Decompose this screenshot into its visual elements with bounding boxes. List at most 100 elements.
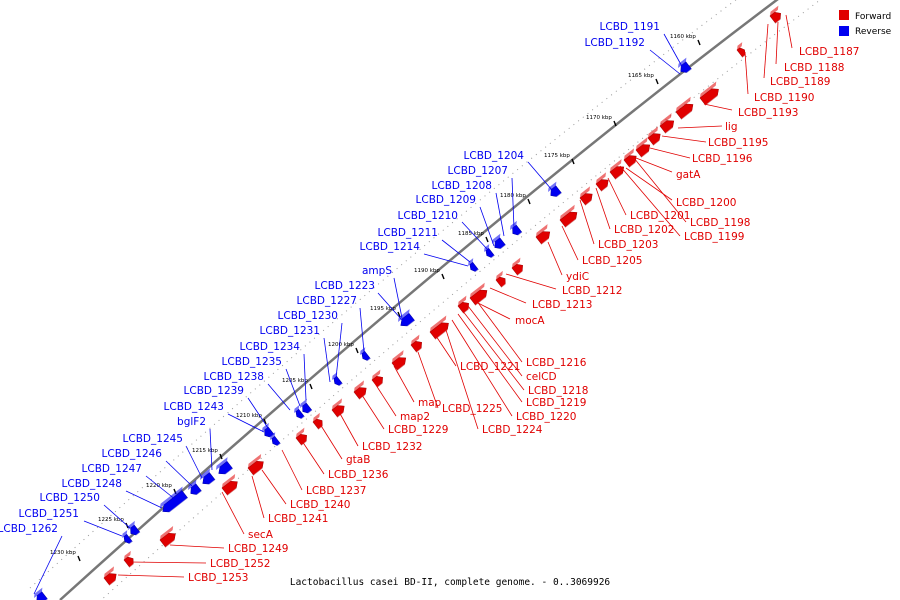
reverse-gene-label[interactable]: LCBD_1230 xyxy=(278,310,338,322)
reverse-gene[interactable] xyxy=(396,309,417,330)
reverse-gene-label[interactable]: LCBD_1214 xyxy=(360,241,421,253)
forward-gene[interactable] xyxy=(494,270,510,288)
forward-gene-label[interactable]: LCBD_1252 xyxy=(210,558,270,570)
forward-gene[interactable] xyxy=(390,350,411,371)
forward-gene[interactable] xyxy=(622,148,641,168)
reverse-gene-label[interactable]: LCBD_1234 xyxy=(240,341,301,353)
forward-gene-label[interactable]: LCBD_1253 xyxy=(188,572,248,584)
reverse-gene-label[interactable]: LCBD_1262 xyxy=(0,523,58,535)
forward-gene[interactable] xyxy=(428,315,454,340)
reverse-gene-label[interactable]: LCBD_1210 xyxy=(398,210,458,222)
forward-gene-label[interactable]: LCBD_1195 xyxy=(708,137,768,149)
reverse-gene-label[interactable]: LCBD_1246 xyxy=(102,448,163,460)
reverse-gene-label[interactable]: LCBD_1239 xyxy=(184,385,244,397)
forward-gene-label[interactable]: LCBD_1249 xyxy=(228,543,288,555)
forward-gene[interactable] xyxy=(102,566,121,586)
reverse-gene-label[interactable]: LCBD_1243 xyxy=(164,401,224,413)
forward-gene[interactable] xyxy=(558,204,582,228)
forward-gene-label[interactable]: LCBD_1190 xyxy=(754,92,814,104)
forward-gene-label[interactable]: secA xyxy=(248,529,274,541)
reverse-gene[interactable] xyxy=(508,220,524,238)
forward-gene[interactable] xyxy=(578,186,597,206)
reverse-gene[interactable] xyxy=(546,181,564,200)
forward-gene-label[interactable]: LCBD_1237 xyxy=(306,485,366,497)
reverse-gene[interactable] xyxy=(330,372,344,388)
forward-gene[interactable] xyxy=(409,334,427,353)
reverse-gene-label[interactable]: LCBD_1223 xyxy=(315,280,375,292)
reverse-gene-label[interactable]: LCBD_1251 xyxy=(19,508,79,520)
forward-gene-label[interactable]: map xyxy=(418,397,442,409)
forward-gene-label[interactable]: LCBD_1198 xyxy=(690,217,750,229)
forward-gene-label[interactable]: LCBD_1200 xyxy=(676,197,736,209)
forward-gene-label[interactable]: LCBD_1202 xyxy=(614,224,674,236)
forward-gene-label[interactable]: LCBD_1224 xyxy=(482,424,543,436)
forward-gene-label[interactable]: LCBD_1193 xyxy=(738,107,798,119)
forward-gene-label[interactable]: LCBD_1232 xyxy=(362,441,422,453)
reverse-gene[interactable] xyxy=(482,244,496,260)
forward-gene-label[interactable]: LCBD_1216 xyxy=(526,357,587,369)
reverse-gene-label[interactable]: LCBD_1207 xyxy=(448,165,508,177)
reverse-gene[interactable] xyxy=(214,457,235,478)
reverse-gene-label[interactable]: LCBD_1227 xyxy=(297,295,357,307)
forward-gene-label[interactable]: LCBD_1236 xyxy=(328,469,389,481)
forward-gene-label[interactable]: LCBD_1241 xyxy=(268,513,328,525)
forward-gene[interactable] xyxy=(330,398,349,418)
reverse-gene[interactable] xyxy=(32,587,50,600)
forward-gene[interactable] xyxy=(658,113,679,134)
reverse-gene-label[interactable]: LCBD_1235 xyxy=(222,356,282,368)
forward-gene-label[interactable]: LCBD_1213 xyxy=(532,299,592,311)
reverse-gene[interactable] xyxy=(358,347,372,363)
forward-gene[interactable] xyxy=(534,224,555,245)
forward-gene-label[interactable]: LCBD_1218 xyxy=(528,385,588,397)
reverse-gene-label[interactable]: LCBD_1191 xyxy=(600,21,660,33)
forward-gene-label[interactable]: LCBD_1199 xyxy=(684,231,744,243)
reverse-gene[interactable] xyxy=(186,479,204,498)
reverse-gene-label[interactable]: LCBD_1231 xyxy=(260,325,320,337)
reverse-gene[interactable] xyxy=(466,258,480,274)
forward-gene-label[interactable]: LCBD_1221 xyxy=(460,361,520,373)
forward-gene-label[interactable]: map2 xyxy=(400,411,430,423)
reverse-gene-label[interactable]: LCBD_1250 xyxy=(40,492,100,504)
forward-gene[interactable] xyxy=(698,81,724,106)
reverse-gene[interactable] xyxy=(198,468,217,488)
reverse-gene-label[interactable]: LCBD_1208 xyxy=(432,180,492,192)
forward-gene[interactable] xyxy=(646,126,665,146)
reverse-gene-label[interactable]: LCBD_1204 xyxy=(464,150,525,162)
forward-gene-label[interactable]: mocA xyxy=(515,315,545,327)
forward-gene-label[interactable]: LCBD_1240 xyxy=(290,499,350,511)
reverse-gene-label[interactable]: LCBD_1247 xyxy=(82,463,142,475)
forward-gene-label[interactable]: LCBD_1219 xyxy=(526,397,586,409)
reverse-gene-label[interactable]: LCBD_1238 xyxy=(204,371,264,383)
forward-gene[interactable] xyxy=(594,172,613,192)
forward-gene-label[interactable]: LCBD_1203 xyxy=(598,239,658,251)
forward-gene-label[interactable]: LCBD_1212 xyxy=(562,285,622,297)
forward-gene-label[interactable]: LCBD_1205 xyxy=(582,255,642,267)
reverse-gene[interactable] xyxy=(268,432,282,448)
forward-gene-label[interactable]: LCBD_1188 xyxy=(784,62,844,74)
forward-gene-label[interactable]: lig xyxy=(725,121,738,133)
reverse-gene-label[interactable]: LCBD_1192 xyxy=(585,37,645,49)
forward-gene[interactable] xyxy=(220,473,242,496)
forward-gene[interactable] xyxy=(634,137,655,158)
reverse-gene[interactable] xyxy=(298,398,314,416)
forward-gene-label[interactable]: ydiC xyxy=(566,271,589,283)
forward-gene-label[interactable]: LCBD_1201 xyxy=(630,210,690,222)
reverse-gene-label[interactable]: LCBD_1211 xyxy=(378,227,438,239)
forward-gene[interactable] xyxy=(468,282,492,306)
forward-gene[interactable] xyxy=(370,369,388,388)
forward-gene-label[interactable]: LCBD_1196 xyxy=(692,153,753,165)
forward-gene[interactable] xyxy=(246,453,268,476)
reverse-gene-label[interactable]: bglF2 xyxy=(177,416,206,428)
forward-gene-label[interactable]: gatA xyxy=(676,169,701,181)
forward-gene[interactable] xyxy=(158,525,180,548)
forward-gene[interactable] xyxy=(768,5,786,24)
reverse-gene[interactable] xyxy=(676,57,694,76)
reverse-gene-label[interactable]: ampS xyxy=(362,265,392,277)
forward-gene[interactable] xyxy=(674,96,698,120)
forward-gene-label[interactable]: celCD xyxy=(526,371,557,383)
forward-gene-label[interactable]: gtaB xyxy=(346,454,370,466)
forward-gene-label[interactable]: LCBD_1229 xyxy=(388,424,448,436)
reverse-gene[interactable] xyxy=(490,233,508,252)
forward-gene-label[interactable]: LCBD_1187 xyxy=(799,46,859,58)
forward-gene[interactable] xyxy=(352,380,371,400)
